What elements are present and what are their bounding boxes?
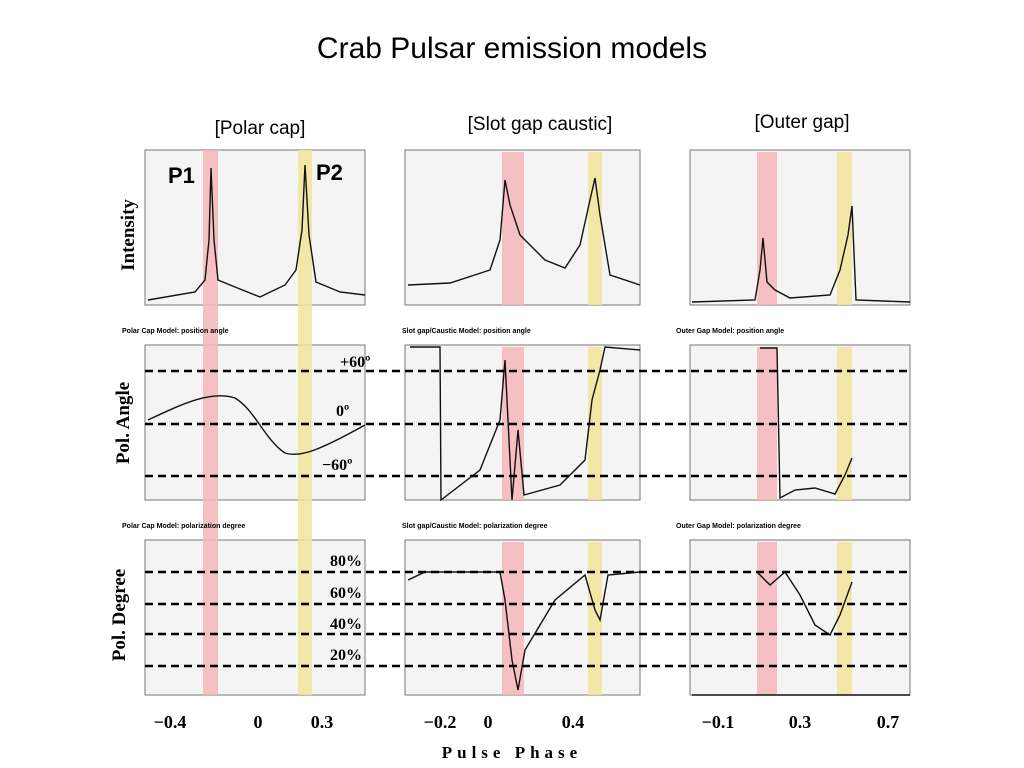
curves [147, 164, 911, 696]
peak-label: P1 [168, 163, 195, 188]
intensity-curve [147, 164, 366, 301]
angle-curve [760, 347, 853, 500]
phase-label: 0 [254, 712, 263, 732]
p1-band [757, 152, 777, 305]
x-axis-label: Pulse Phase [442, 743, 582, 762]
row-label: Intensity [118, 199, 139, 271]
degree-mark: 80% [330, 553, 362, 570]
p2-band [837, 347, 852, 500]
phase-label: 0 [484, 712, 493, 732]
degree-mark: 60% [330, 585, 362, 602]
phase-label: 0.7 [877, 712, 900, 732]
intensity-curve [691, 205, 911, 303]
panel-header: Polar Cap Model: position angle [122, 328, 229, 335]
phase-label: −0.4 [154, 712, 187, 732]
row-label: Pol. Angle [113, 382, 134, 464]
column-label: [Slot gap caustic] [468, 114, 613, 135]
plot-area [689, 149, 911, 306]
p1-band [757, 347, 777, 500]
degree-mark: 20% [330, 647, 362, 664]
p1-band [502, 152, 524, 305]
plot-area [144, 539, 366, 696]
p1-band [502, 542, 524, 695]
panel-header: Outer Gap Model: polarization degree [676, 523, 801, 530]
panel-header: Slot gap/Caustic Model: position angle [402, 328, 531, 335]
p2-band [588, 542, 602, 695]
phase-label: 0.3 [789, 712, 812, 732]
p2-band [837, 542, 852, 695]
angle-curve [147, 395, 366, 456]
p2-band [837, 152, 852, 305]
angle-mark: +60º [340, 354, 370, 371]
bands [203, 150, 852, 695]
p2-band [588, 152, 602, 305]
dashed-lines [145, 369, 910, 668]
degree-curve [407, 571, 641, 691]
degree-mark: 40% [330, 616, 362, 633]
panel-header: Polar Cap Model: polarization degree [122, 523, 245, 530]
title: Crab Pulsar emission models [317, 32, 707, 65]
p1-band [757, 542, 777, 695]
p2-band [298, 150, 312, 695]
column-label: [Outer gap] [754, 112, 849, 133]
peak-label: P2 [316, 160, 343, 185]
phase-label: −0.1 [702, 712, 735, 732]
degree-curve [692, 570, 910, 696]
angle-curve [410, 346, 641, 502]
p1-band [203, 150, 218, 695]
phase-label: −0.2 [424, 712, 457, 732]
phase-label: 0.3 [311, 712, 334, 732]
phase-label: 0.4 [562, 712, 585, 732]
panel-header: Slot gap/Caustic Model: polarization deg… [402, 523, 548, 530]
plot-area [689, 539, 911, 696]
angle-mark: −60º [322, 457, 352, 474]
panel-header: Outer Gap Model: position angle [676, 328, 784, 335]
plot-area [144, 149, 366, 306]
row-label: Pol. Degree [109, 569, 130, 662]
column-label: [Polar cap] [215, 118, 306, 139]
panels [144, 149, 911, 696]
angle-mark: 0º [336, 403, 349, 420]
intensity-curve [407, 177, 641, 286]
